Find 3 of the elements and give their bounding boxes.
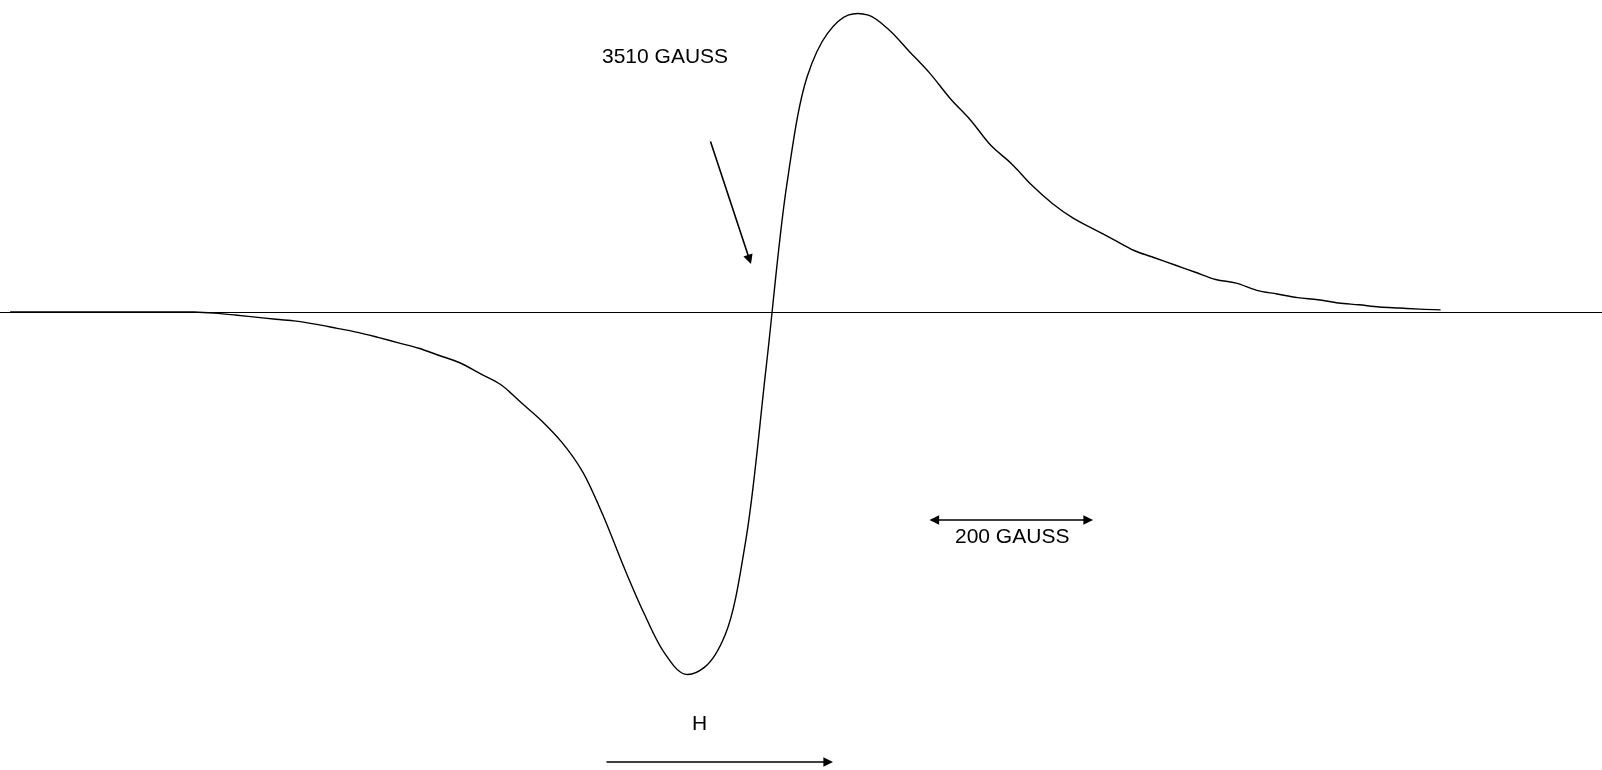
annotation: 200 GAUSS	[955, 524, 1070, 547]
annotation: 3510 GAUSS	[602, 44, 729, 67]
text: H	[692, 711, 708, 734]
